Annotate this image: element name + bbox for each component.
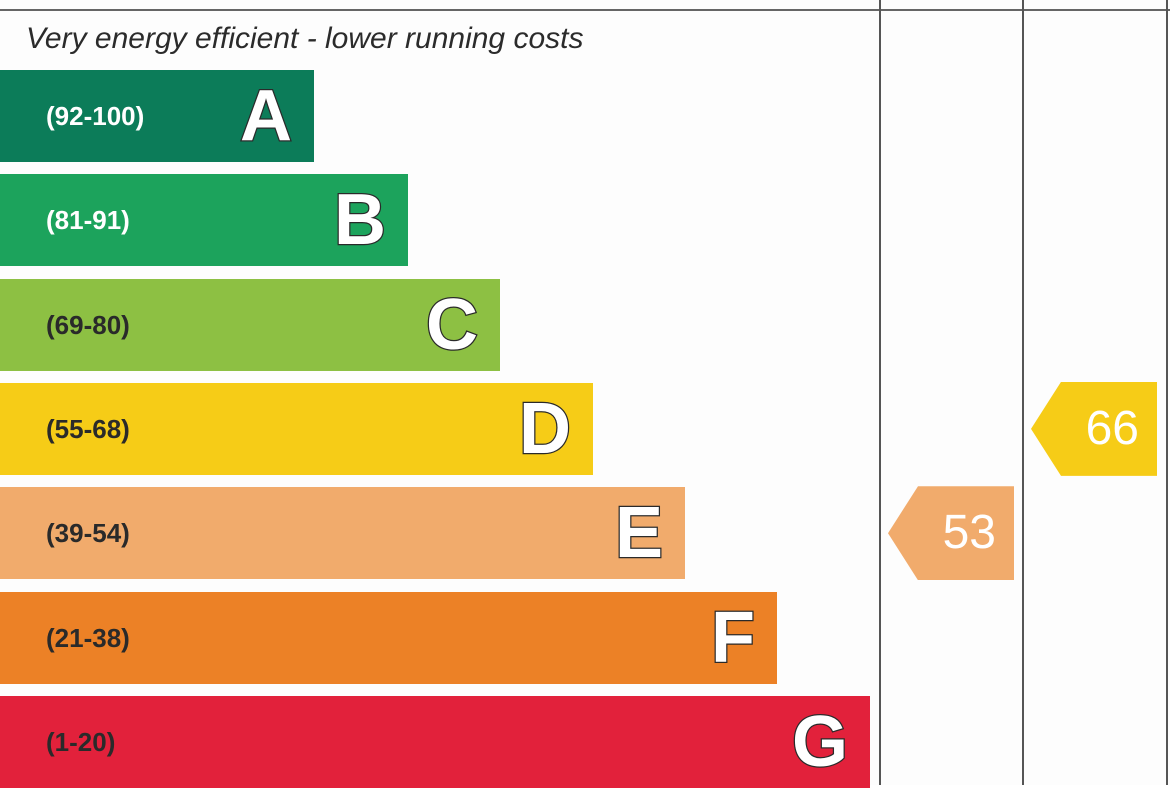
band-b: (81-91) B <box>0 174 408 267</box>
band-e: (39-54) E <box>0 487 685 580</box>
band-g: (1-20) G <box>0 695 870 788</box>
band-range-label: (92-100) <box>46 101 145 131</box>
band-letter: D <box>518 388 573 471</box>
band-letter: C <box>425 283 480 366</box>
column-divider-middle <box>1022 0 1024 785</box>
rating-marker-potential: 66 <box>1031 381 1157 476</box>
band-range-label: (69-80) <box>46 309 130 340</box>
band-a: (92-100) A <box>0 70 314 162</box>
band-letter: E <box>614 492 665 575</box>
band-range-label: (81-91) <box>46 205 130 236</box>
column-divider-left <box>879 0 881 785</box>
rating-value: 53 <box>942 506 996 560</box>
efficiency-heading: Very energy efficient - lower running co… <box>26 22 584 55</box>
band-range-label: (55-68) <box>46 413 130 444</box>
band-letter: F <box>710 596 756 679</box>
band-f: (21-38) F <box>0 591 777 684</box>
rating-marker-current: 53 <box>888 486 1014 581</box>
band-letter: G <box>791 701 850 784</box>
top-border <box>0 9 1170 11</box>
column-divider-right <box>1166 0 1168 785</box>
rating-value: 66 <box>1085 401 1139 455</box>
band-letter: A <box>239 75 294 158</box>
band-letter: B <box>333 179 388 262</box>
band-range-label: (1-20) <box>46 726 116 757</box>
band-range-label: (21-38) <box>46 622 130 653</box>
band-d: (55-68) D <box>0 382 593 475</box>
band-c: (69-80) C <box>0 278 500 371</box>
band-range-label: (39-54) <box>46 518 130 549</box>
